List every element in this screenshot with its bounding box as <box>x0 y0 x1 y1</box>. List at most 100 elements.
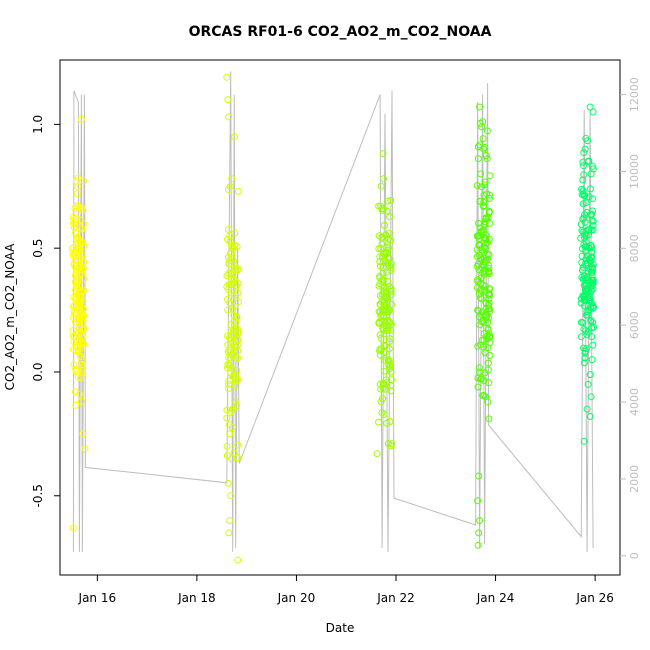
x-axis: Jan 16 Jan 18 Jan 20 Jan 22 Jan 24 Jan 26 <box>78 574 614 605</box>
data-point <box>376 258 384 266</box>
data-point <box>586 257 594 265</box>
data-point <box>80 220 88 228</box>
data-point <box>227 492 235 500</box>
data-point <box>585 296 593 304</box>
data-point <box>584 328 592 336</box>
data-point <box>384 197 392 205</box>
data-point <box>381 257 389 265</box>
data-point <box>589 226 597 234</box>
data-point <box>476 103 484 111</box>
data-point <box>386 236 394 244</box>
data-point <box>583 243 591 251</box>
series-RF02 <box>223 73 242 564</box>
data-point <box>585 306 593 314</box>
y2-tick-label: 0 <box>628 552 641 559</box>
data-point <box>480 198 488 206</box>
data-point <box>582 199 590 207</box>
data-point <box>70 303 77 311</box>
data-point <box>233 376 241 384</box>
data-point <box>579 176 587 184</box>
data-point <box>581 211 588 219</box>
data-point <box>381 221 388 229</box>
data-point <box>72 365 80 373</box>
data-point <box>229 271 237 278</box>
data-point <box>484 366 492 374</box>
data-point <box>377 334 385 342</box>
data-point <box>580 344 587 352</box>
data-point <box>225 226 232 233</box>
y2-axis-altitude: 0 2000 4000 6000 8000 10000 12000 <box>620 77 641 559</box>
data-point <box>376 253 384 261</box>
data-point <box>475 290 483 298</box>
data-point <box>483 127 491 135</box>
data-point <box>583 345 590 353</box>
data-point <box>479 118 487 126</box>
data-point <box>485 299 493 307</box>
data-point <box>387 266 395 274</box>
data-point <box>486 291 493 299</box>
x-tick-label: Jan 20 <box>277 591 316 605</box>
data-point <box>588 287 595 295</box>
data-point <box>226 430 234 438</box>
data-point <box>385 338 393 346</box>
data-point <box>226 299 234 307</box>
data-point <box>589 222 597 230</box>
series-RF03 <box>373 150 396 458</box>
data-point <box>583 331 591 339</box>
data-point <box>229 405 237 413</box>
data-point <box>385 244 393 252</box>
data-point <box>78 360 86 368</box>
data-point <box>583 405 591 413</box>
data-point <box>69 252 77 260</box>
data-point <box>231 338 239 346</box>
data-point <box>76 290 84 298</box>
data-point <box>379 380 387 388</box>
data-point <box>484 359 492 367</box>
data-point <box>234 280 242 287</box>
data-point <box>382 295 390 303</box>
data-point <box>77 115 85 123</box>
y-tick-label: 1.0 <box>31 115 45 134</box>
data-point <box>486 208 493 215</box>
data-point <box>80 341 88 349</box>
data-point <box>225 260 233 268</box>
data-point <box>74 346 82 354</box>
data-point <box>226 517 234 524</box>
data-point <box>580 149 588 157</box>
data-point <box>480 330 488 337</box>
x-tick-label: Jan 24 <box>476 591 515 605</box>
data-point <box>79 430 87 438</box>
y2-tick-label: 10000 <box>628 154 641 189</box>
series-RF04 <box>473 103 494 549</box>
data-point <box>386 418 394 425</box>
data-point <box>230 327 238 335</box>
data-point <box>234 376 242 384</box>
data-point <box>584 380 592 388</box>
data-point <box>376 331 384 339</box>
data-point <box>224 332 231 340</box>
data-point <box>78 338 85 346</box>
data-point <box>476 141 484 149</box>
data-point <box>386 307 393 314</box>
data-point <box>227 269 235 277</box>
data-point <box>234 441 242 449</box>
data-point <box>79 367 87 375</box>
data-point <box>74 373 82 381</box>
data-point <box>70 338 78 346</box>
y-tick-label: 0.5 <box>31 239 45 258</box>
data-point <box>485 379 493 387</box>
data-point <box>474 155 482 163</box>
data-point <box>234 187 242 195</box>
data-point <box>375 245 383 253</box>
data-point <box>228 343 236 351</box>
data-point <box>74 348 82 356</box>
data-point <box>589 304 597 312</box>
data-point <box>76 294 84 302</box>
data-point <box>69 345 77 353</box>
data-point <box>231 302 239 310</box>
data-point <box>475 529 483 537</box>
data-point <box>227 369 235 377</box>
data-point <box>589 280 597 287</box>
data-point <box>78 371 86 379</box>
data-point <box>224 253 232 261</box>
